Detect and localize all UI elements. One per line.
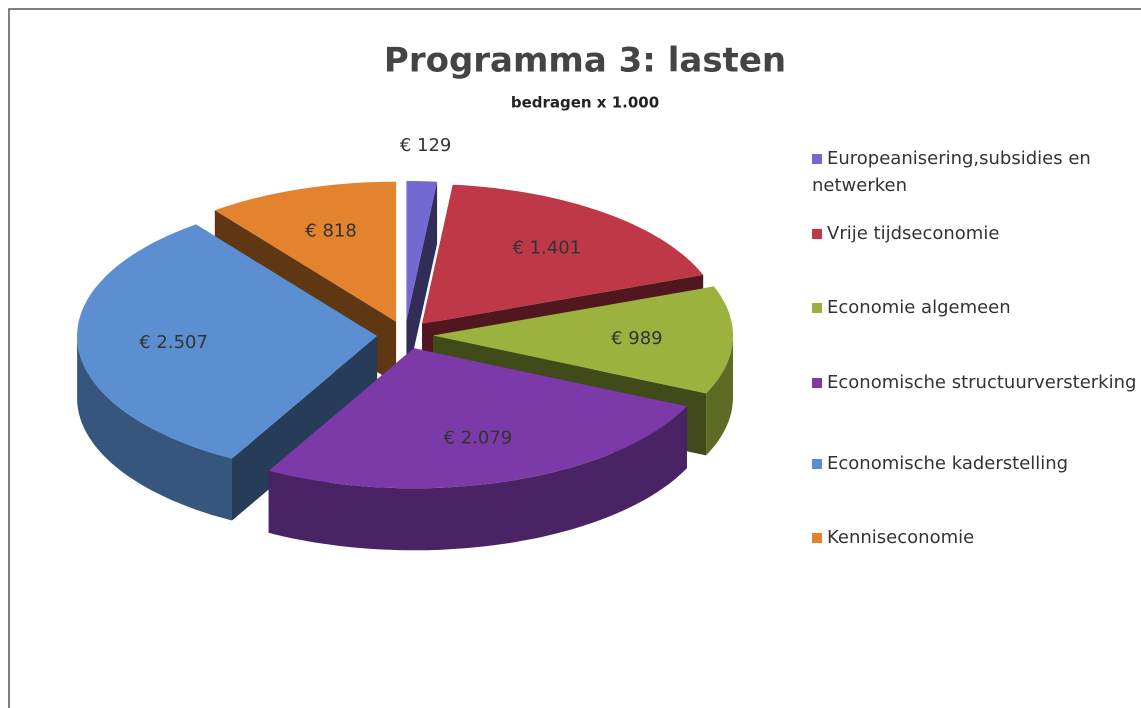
data-label: € 818 <box>305 220 357 241</box>
data-label: € 2.507 <box>139 332 208 353</box>
slice-wall <box>706 335 733 456</box>
data-label: € 989 <box>611 328 663 349</box>
legend-swatch <box>812 229 822 239</box>
legend-label: Europeanisering,subsidies en netwerken <box>812 148 1091 196</box>
legend-item: Economische kaderstelling <box>812 450 1137 477</box>
slice <box>422 184 704 324</box>
slice-side <box>406 181 438 383</box>
frame <box>8 8 1141 708</box>
legend-label: Economische structuurversterking <box>827 372 1137 393</box>
legend-swatch <box>812 303 822 313</box>
slice <box>268 348 687 489</box>
legend-swatch <box>812 378 822 388</box>
slice-wall <box>268 406 687 551</box>
legend-swatch <box>812 533 822 543</box>
legend-label: Kenniseconomie <box>827 527 975 548</box>
slice <box>406 181 438 321</box>
slice-wall <box>77 336 232 521</box>
legend-swatch <box>812 154 822 164</box>
slice-side <box>232 336 378 521</box>
slice <box>77 224 378 459</box>
slice <box>433 286 733 394</box>
legend-item: Economie algemeen <box>812 294 1137 321</box>
slice <box>214 181 397 322</box>
legend-label: Economische kaderstelling <box>827 453 1069 474</box>
data-label: € 129 <box>400 135 452 156</box>
data-label: € 2.079 <box>444 428 513 449</box>
legend-item: Europeanisering,subsidies en netwerken <box>812 145 1137 199</box>
legend-item: Kenniseconomie <box>812 524 1137 551</box>
legend-label: Vrije tijdseconomie <box>827 223 1000 244</box>
legend-label: Economie algemeen <box>827 297 1011 318</box>
chart-subtitle: bedragen x 1.000 <box>511 94 659 112</box>
legend-item: Economische structuurversterking <box>812 369 1137 396</box>
data-label: € 1.401 <box>512 238 581 259</box>
chart-title: Programma 3: lasten <box>384 41 786 81</box>
legend-swatch <box>812 459 822 469</box>
legend-item: Vrije tijdseconomie <box>812 220 1137 247</box>
